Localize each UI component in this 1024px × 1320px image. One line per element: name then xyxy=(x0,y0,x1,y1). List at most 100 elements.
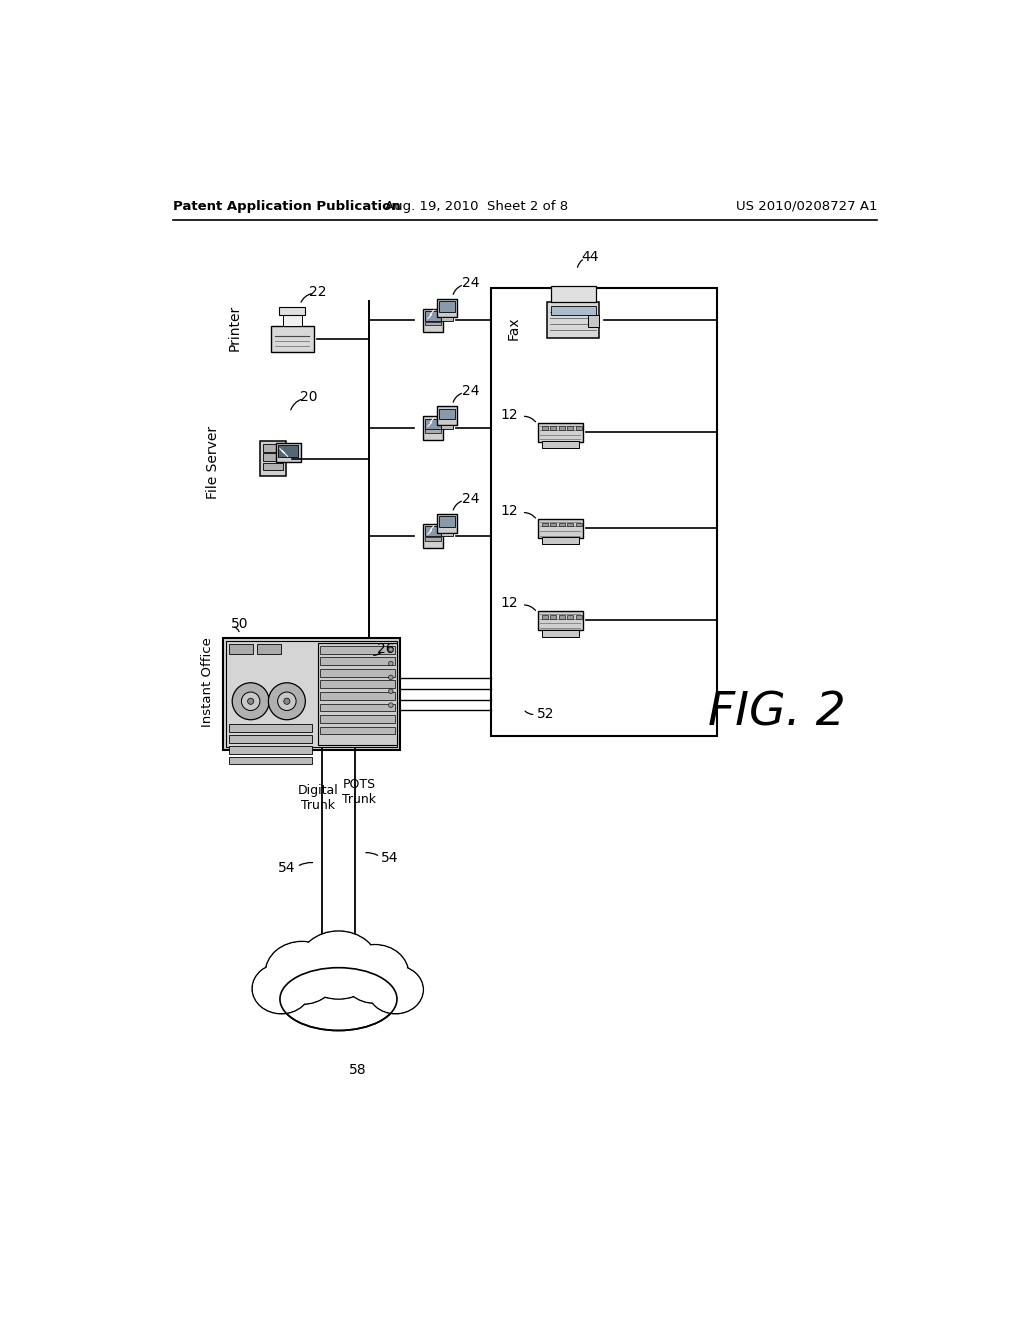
Text: 54: 54 xyxy=(279,862,296,875)
Bar xyxy=(229,746,311,754)
Bar xyxy=(490,288,717,735)
Bar xyxy=(567,426,573,430)
Text: FIG. 2: FIG. 2 xyxy=(709,690,846,735)
Bar xyxy=(263,462,283,470)
Bar xyxy=(423,524,443,548)
Bar xyxy=(319,657,394,665)
Bar xyxy=(319,692,394,700)
Bar xyxy=(319,726,394,734)
Bar xyxy=(538,519,583,539)
Bar xyxy=(423,416,443,441)
Bar xyxy=(550,615,556,619)
Ellipse shape xyxy=(341,945,409,1003)
Bar xyxy=(559,523,565,527)
Bar xyxy=(538,422,583,442)
Bar xyxy=(567,615,573,619)
Text: 26: 26 xyxy=(377,642,394,656)
Bar xyxy=(538,611,583,631)
Circle shape xyxy=(388,702,393,708)
Text: 52: 52 xyxy=(538,708,555,721)
Ellipse shape xyxy=(298,931,379,999)
Bar xyxy=(319,645,394,653)
Bar xyxy=(559,615,565,619)
Bar xyxy=(542,615,548,619)
Ellipse shape xyxy=(368,965,423,1014)
Bar xyxy=(280,308,305,315)
Text: 12: 12 xyxy=(501,504,518,517)
Text: 24: 24 xyxy=(462,492,479,506)
Bar xyxy=(550,523,556,527)
Bar xyxy=(319,715,394,723)
Bar xyxy=(317,643,397,744)
Ellipse shape xyxy=(280,968,397,1031)
Bar xyxy=(588,314,599,327)
Bar xyxy=(319,669,394,677)
Bar xyxy=(257,644,281,653)
Ellipse shape xyxy=(299,932,378,998)
Bar xyxy=(441,533,454,536)
Bar xyxy=(439,301,455,312)
Text: US 2010/0208727 A1: US 2010/0208727 A1 xyxy=(736,199,878,213)
Circle shape xyxy=(284,698,290,705)
Bar xyxy=(423,309,443,333)
Ellipse shape xyxy=(265,941,339,1005)
Circle shape xyxy=(242,692,260,710)
Bar xyxy=(575,615,582,619)
Text: Printer: Printer xyxy=(227,305,242,351)
Bar xyxy=(575,426,582,430)
Text: 54: 54 xyxy=(381,851,398,866)
Circle shape xyxy=(268,682,305,719)
Bar xyxy=(223,638,400,750)
Bar xyxy=(319,704,394,711)
Bar xyxy=(425,418,441,429)
Circle shape xyxy=(278,692,296,710)
Bar xyxy=(283,314,302,326)
Text: File Server: File Server xyxy=(206,426,220,499)
Bar xyxy=(437,407,457,425)
Text: Digital
Trunk: Digital Trunk xyxy=(297,784,338,812)
Text: 24: 24 xyxy=(462,276,479,290)
Bar xyxy=(437,515,457,533)
Text: Fax: Fax xyxy=(507,315,521,339)
Bar xyxy=(425,429,441,433)
Ellipse shape xyxy=(369,966,423,1012)
Bar xyxy=(425,537,441,541)
Bar xyxy=(439,409,455,420)
Circle shape xyxy=(388,647,393,652)
Bar xyxy=(263,444,283,451)
Bar xyxy=(279,445,298,457)
Circle shape xyxy=(388,689,393,693)
Text: 44: 44 xyxy=(581,249,598,264)
Circle shape xyxy=(248,698,254,705)
Bar xyxy=(551,286,596,302)
Bar xyxy=(263,453,283,461)
Text: Patent Application Publication: Patent Application Publication xyxy=(173,199,400,213)
Bar xyxy=(271,326,313,352)
Ellipse shape xyxy=(342,945,408,1002)
Bar xyxy=(547,302,599,338)
Text: Aug. 19, 2010  Sheet 2 of 8: Aug. 19, 2010 Sheet 2 of 8 xyxy=(385,199,568,213)
Bar xyxy=(425,527,441,536)
Bar xyxy=(229,725,311,733)
Bar xyxy=(229,735,311,743)
Ellipse shape xyxy=(266,942,338,1003)
Text: 50: 50 xyxy=(230,618,248,631)
Bar xyxy=(550,426,556,430)
Bar xyxy=(542,630,579,636)
Text: Instant Office: Instant Office xyxy=(201,638,214,727)
Text: 12: 12 xyxy=(501,408,518,422)
Bar xyxy=(425,322,441,326)
Bar xyxy=(425,312,441,321)
Text: 24: 24 xyxy=(462,384,479,397)
Bar xyxy=(439,516,455,527)
Circle shape xyxy=(388,661,393,665)
Bar xyxy=(441,425,454,429)
Bar xyxy=(319,681,394,688)
Bar xyxy=(437,298,457,317)
Text: 22: 22 xyxy=(309,285,327,298)
Bar xyxy=(276,442,301,462)
Bar xyxy=(229,756,311,764)
Bar xyxy=(260,441,286,477)
Bar xyxy=(542,537,579,544)
Circle shape xyxy=(232,682,269,719)
